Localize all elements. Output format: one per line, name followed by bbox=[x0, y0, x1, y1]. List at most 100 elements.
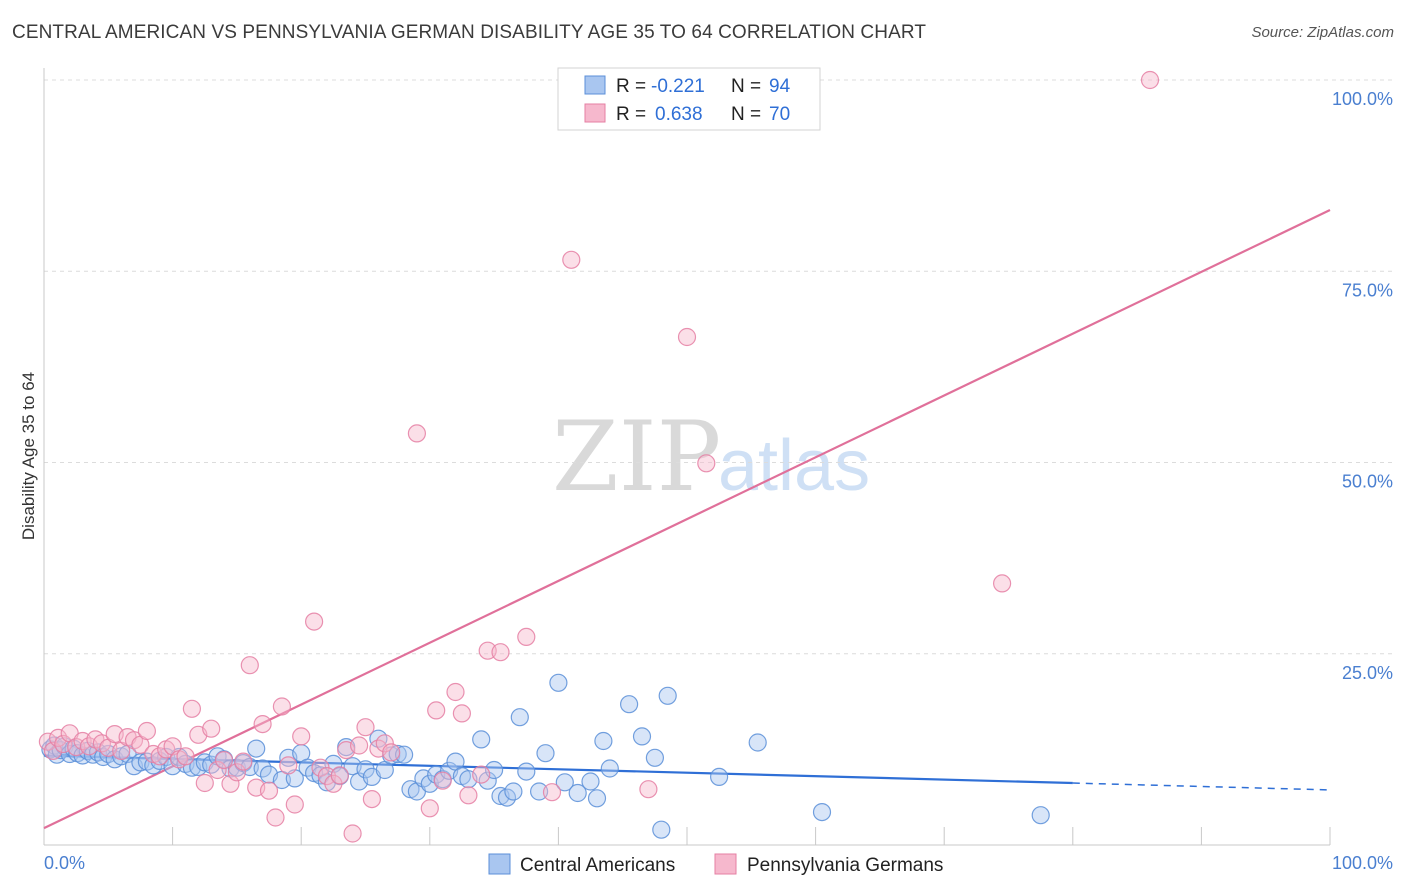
point-pink-38 bbox=[279, 756, 298, 775]
point-blue-76 bbox=[517, 762, 536, 781]
point-pink-14 bbox=[124, 731, 144, 750]
y-tick-label-2: 50.0% bbox=[1342, 472, 1393, 492]
point-blue-52 bbox=[356, 760, 375, 779]
bottom-legend-label-pennsylvania-germans: Pennsylvania Germans bbox=[747, 855, 943, 876]
point-blue-84 bbox=[594, 731, 613, 751]
point-blue-85 bbox=[600, 759, 619, 778]
legend-n-value-1: 94 bbox=[769, 76, 791, 97]
point-blue-81 bbox=[568, 783, 587, 803]
legend-r-value-1: -0.221 bbox=[651, 76, 705, 97]
legend-r-label-2: R = bbox=[616, 104, 646, 125]
point-pink-53 bbox=[382, 743, 401, 762]
point-pink-41 bbox=[305, 612, 324, 631]
point-pink-60 bbox=[459, 786, 478, 805]
point-blue-69 bbox=[472, 730, 491, 749]
point-pink-27 bbox=[208, 760, 227, 780]
point-pink-68 bbox=[677, 327, 697, 347]
point-pink-30 bbox=[227, 763, 246, 782]
point-pink-34 bbox=[253, 714, 272, 734]
gridlines bbox=[44, 79, 1395, 655]
y-axis-title: Disability Age 35 to 64 bbox=[19, 372, 38, 540]
trend-lines bbox=[43, 209, 1331, 830]
x-tick-label-1: 100.0% bbox=[1332, 853, 1393, 873]
bottom-legend: Central Americans Pennsylvania Germans bbox=[488, 853, 943, 876]
point-blue-92 bbox=[748, 733, 767, 752]
point-pink-72 bbox=[1140, 70, 1160, 90]
y-tick-label-1: 75.0% bbox=[1342, 280, 1393, 300]
point-pink-40 bbox=[292, 727, 311, 746]
axes: 100.0% 75.0% 50.0% 25.0% 0.0% 100.0% bbox=[43, 68, 1393, 873]
point-blue-91 bbox=[709, 767, 729, 787]
point-pink-35 bbox=[259, 781, 279, 800]
point-blue-94 bbox=[1031, 806, 1050, 825]
point-pink-61 bbox=[472, 765, 491, 784]
point-blue-45 bbox=[311, 766, 330, 785]
point-pink-22 bbox=[176, 747, 195, 766]
point-pink-54 bbox=[407, 424, 426, 443]
watermark-zip: ZIP bbox=[552, 401, 721, 513]
y-tick-label-3: 25.0% bbox=[1342, 663, 1393, 683]
point-pink-71 bbox=[992, 574, 1012, 593]
page-title: CENTRAL AMERICAN VS PENNSYLVANIA GERMAN … bbox=[12, 22, 927, 43]
legend-n-label-2: N = bbox=[731, 104, 761, 125]
point-pink-26 bbox=[202, 719, 221, 738]
point-pink-52 bbox=[375, 734, 394, 753]
trend-line-central-americans-extension bbox=[1072, 782, 1331, 791]
point-pink-45 bbox=[330, 766, 349, 785]
legend-n-value-2: 70 bbox=[769, 104, 790, 125]
source-note: Source: ZipAtlas.com bbox=[1251, 24, 1394, 41]
point-pink-28 bbox=[214, 750, 234, 770]
point-pink-16 bbox=[137, 721, 156, 741]
point-pink-29 bbox=[221, 774, 240, 793]
point-blue-87 bbox=[632, 727, 652, 746]
point-blue-74 bbox=[504, 782, 523, 801]
point-pink-31 bbox=[234, 752, 253, 771]
point-blue-86 bbox=[619, 695, 639, 714]
point-blue-79 bbox=[549, 673, 568, 692]
legend-r-label-1: R = bbox=[616, 76, 646, 97]
point-blue-90 bbox=[658, 686, 677, 705]
point-blue-54 bbox=[369, 729, 388, 748]
point-blue-75 bbox=[510, 708, 529, 727]
x-tick-label-0: 0.0% bbox=[44, 853, 85, 873]
point-pink-0 bbox=[38, 732, 58, 751]
point-pink-67 bbox=[639, 780, 658, 799]
point-blue-57 bbox=[388, 744, 407, 764]
point-pink-48 bbox=[350, 736, 369, 755]
point-pink-56 bbox=[427, 701, 446, 720]
point-blue-78 bbox=[536, 744, 555, 763]
point-pink-55 bbox=[420, 799, 439, 818]
series-pennsylvania-germans bbox=[38, 70, 1160, 843]
point-pink-25 bbox=[195, 773, 214, 793]
bottom-legend-swatch-pennsylvania-germans bbox=[714, 853, 737, 875]
point-blue-12 bbox=[94, 747, 113, 767]
y-tick-label-0: 100.0% bbox=[1332, 89, 1393, 109]
point-pink-49 bbox=[356, 718, 375, 737]
point-pink-47 bbox=[343, 824, 362, 843]
point-pink-65 bbox=[542, 783, 562, 802]
trend-line-pennsylvania-germans bbox=[43, 209, 1331, 830]
legend-box: R = -0.221 N = 94 R = 0.638 N = 70 bbox=[557, 67, 821, 131]
point-pink-32 bbox=[240, 656, 259, 675]
point-pink-58 bbox=[446, 682, 465, 702]
bottom-legend-label-central-americans: Central Americans bbox=[520, 855, 675, 876]
point-blue-89 bbox=[652, 820, 671, 839]
point-pink-59 bbox=[452, 704, 471, 723]
scatter-points bbox=[38, 70, 1160, 843]
point-blue-36 bbox=[247, 739, 266, 758]
point-pink-69 bbox=[697, 454, 716, 473]
point-pink-63 bbox=[491, 643, 510, 662]
point-blue-83 bbox=[587, 789, 607, 808]
point-pink-57 bbox=[433, 771, 452, 790]
point-blue-80 bbox=[555, 773, 574, 792]
point-pink-18 bbox=[150, 747, 169, 766]
point-pink-37 bbox=[272, 697, 291, 716]
point-blue-88 bbox=[645, 748, 665, 767]
point-pink-36 bbox=[266, 808, 285, 827]
legend-n-label-1: N = bbox=[731, 76, 761, 97]
legend-r-value-2: 0.638 bbox=[655, 104, 703, 125]
legend-swatch-pennsylvania-germans bbox=[584, 103, 606, 123]
watermark: ZIP atlas bbox=[552, 401, 870, 513]
point-pink-66 bbox=[562, 250, 581, 269]
